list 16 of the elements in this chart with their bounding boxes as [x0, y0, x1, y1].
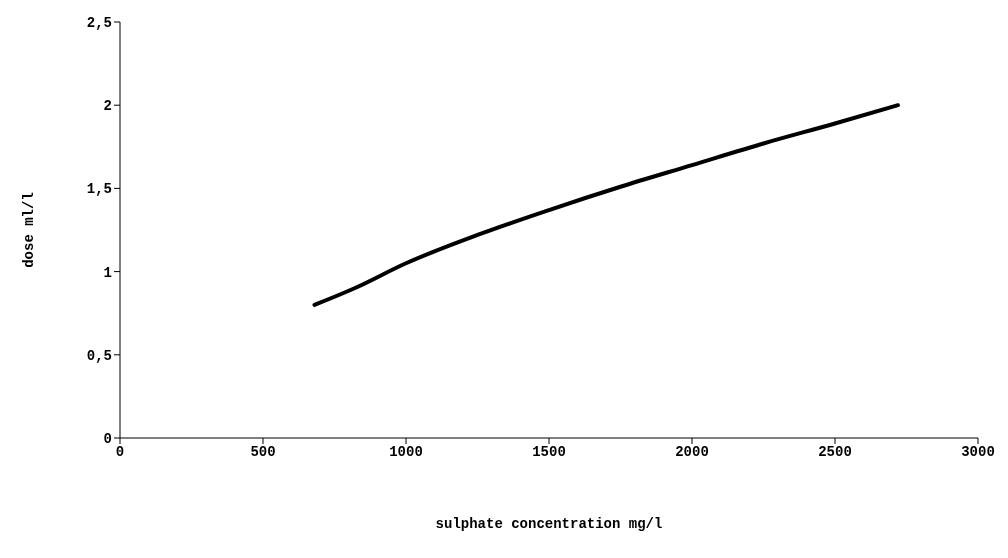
- line-series: [312, 103, 900, 307]
- x-tick-label: 2000: [675, 443, 709, 460]
- y-tick-label: 2: [103, 98, 112, 115]
- y-tick-label: 1,5: [86, 181, 112, 198]
- y-tick-label: 0: [103, 430, 112, 447]
- y-tick-label: 1: [103, 264, 112, 281]
- y-axis-title: dose ml/l: [20, 192, 37, 268]
- x-tick-label: 1000: [389, 443, 423, 460]
- x-tick-label: 2500: [818, 443, 852, 460]
- x-tick-label: 500: [250, 443, 276, 460]
- x-tick-label: 1500: [532, 443, 566, 460]
- y-tick-label: 0,5: [86, 347, 112, 364]
- y-tick-label: 2,5: [86, 14, 112, 31]
- x-tick-label: 0: [115, 443, 125, 460]
- x-tick-label: 3000: [961, 443, 995, 460]
- x-axis-title: sulphate concentration mg/l: [435, 516, 663, 532]
